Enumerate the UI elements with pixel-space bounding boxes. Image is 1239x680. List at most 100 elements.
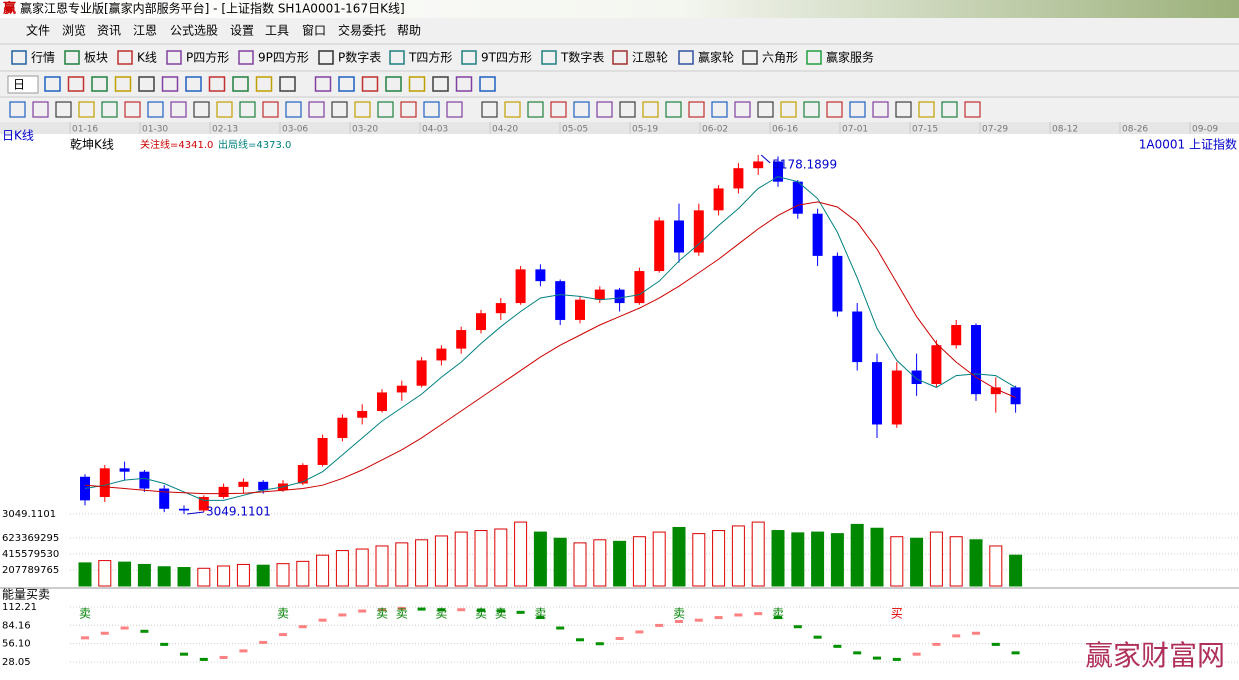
tool-icon[interactable] [361, 76, 379, 92]
tool-icon[interactable] [32, 101, 49, 118]
toolbar-icon[interactable] [318, 50, 334, 65]
tool-icon[interactable] [780, 101, 797, 118]
tool-icon[interactable] [78, 101, 95, 118]
tool-icon[interactable] [185, 76, 202, 92]
tool-icon[interactable] [688, 101, 705, 118]
toolbar-icon[interactable] [742, 50, 758, 65]
tool-icon[interactable] [455, 76, 473, 92]
toolbar-icon[interactable] [678, 50, 694, 65]
tool-icon[interactable] [44, 76, 61, 92]
toolbar-icon[interactable] [612, 50, 628, 65]
toolbar-icon[interactable] [238, 50, 254, 65]
menu-item[interactable]: 帮助 [397, 24, 421, 38]
toolbar-icon[interactable] [64, 50, 80, 65]
tool-icon[interactable] [279, 76, 296, 92]
toolbar-button[interactable]: 赢家轮 [698, 50, 734, 65]
tool-icon[interactable] [400, 101, 417, 118]
tool-icon[interactable] [331, 101, 348, 118]
tool-icon[interactable] [377, 101, 394, 118]
tool-icon[interactable] [423, 101, 440, 118]
tool-icon[interactable] [479, 76, 496, 92]
toolbar-icon[interactable] [166, 50, 182, 65]
tool-icon[interactable] [642, 101, 659, 118]
tool-icon[interactable] [147, 101, 164, 118]
tool-icon[interactable] [757, 101, 774, 118]
toolbar-icon[interactable] [389, 50, 405, 65]
tool-icon[interactable] [114, 76, 132, 92]
tool-icon[interactable] [665, 101, 682, 118]
tool-icon[interactable] [432, 76, 449, 92]
toolbar-button[interactable]: 板块 [84, 51, 108, 65]
toolbar-icon[interactable] [806, 50, 822, 65]
tool-icon[interactable] [918, 101, 935, 118]
toolbar-icon[interactable] [461, 50, 477, 65]
tool-icon[interactable] [255, 76, 273, 92]
tool-icon[interactable] [9, 101, 26, 118]
tool-icon[interactable] [596, 101, 613, 118]
tool-icon[interactable] [527, 101, 544, 118]
period-select-text[interactable]: 日 [13, 78, 25, 92]
tool-icon[interactable] [232, 76, 249, 92]
tool-icon[interactable] [849, 101, 866, 118]
toolbar-button[interactable]: 行情 [31, 51, 55, 65]
tool-icon[interactable] [338, 76, 355, 92]
tool-icon[interactable] [895, 101, 912, 118]
low-label: 3049.1101 [206, 504, 271, 518]
toolbar-button[interactable]: T数字表 [560, 50, 604, 65]
toolbar-icon[interactable] [541, 50, 557, 65]
tool-icon[interactable] [408, 76, 426, 92]
tool-icon[interactable] [138, 76, 155, 92]
menu-item[interactable]: 交易委托 [338, 23, 386, 38]
menu-item[interactable]: 工具 [265, 24, 289, 38]
tool-icon[interactable] [193, 101, 210, 118]
tool-icon[interactable] [550, 101, 567, 118]
tool-icon[interactable] [314, 76, 332, 92]
menu-item[interactable]: 公式选股 [170, 24, 218, 38]
period-select[interactable] [7, 75, 39, 94]
tool-icon[interactable] [285, 101, 302, 118]
tool-icon[interactable] [711, 101, 728, 118]
tool-icon[interactable] [91, 76, 108, 92]
tool-icon[interactable] [308, 101, 325, 118]
tool-icon[interactable] [101, 101, 118, 118]
toolbar-button[interactable]: 赢家服务 [826, 50, 874, 65]
tool-icon[interactable] [208, 76, 226, 92]
toolbar-button[interactable]: 9P四方形 [258, 50, 309, 65]
tool-icon[interactable] [734, 101, 751, 118]
tool-icon[interactable] [216, 101, 233, 118]
toolbar-button[interactable]: 9T四方形 [481, 50, 532, 65]
tool-icon[interactable] [964, 101, 981, 118]
tool-icon[interactable] [573, 101, 590, 118]
tool-icon[interactable] [385, 76, 402, 92]
tool-icon[interactable] [67, 76, 85, 92]
menu-item[interactable]: 江恩 [133, 24, 157, 38]
tool-icon[interactable] [161, 76, 179, 92]
tool-icon[interactable] [803, 101, 820, 118]
tool-icon[interactable] [55, 101, 72, 118]
toolbar-button[interactable]: K线 [137, 51, 157, 65]
toolbar-icon[interactable] [11, 50, 27, 65]
toolbar-button[interactable]: 江恩轮 [632, 51, 668, 65]
toolbar-button[interactable]: P四方形 [186, 50, 229, 65]
toolbar-icon[interactable] [117, 50, 133, 65]
tool-icon[interactable] [170, 101, 187, 118]
toolbar-button[interactable]: P数字表 [338, 50, 381, 65]
tool-icon[interactable] [826, 101, 843, 118]
tool-icon[interactable] [619, 101, 636, 118]
tool-icon[interactable] [354, 101, 371, 118]
tool-icon[interactable] [872, 101, 889, 118]
tool-icon[interactable] [239, 101, 256, 118]
toolbar-button[interactable]: T四方形 [408, 50, 452, 65]
tool-icon[interactable] [262, 101, 279, 118]
tool-icon[interactable] [481, 101, 498, 118]
menu-item[interactable]: 设置 [230, 24, 254, 38]
menu-item[interactable]: 文件 [26, 23, 50, 38]
menu-item[interactable]: 浏览 [62, 23, 86, 38]
tool-icon[interactable] [504, 101, 521, 118]
tool-icon[interactable] [124, 101, 141, 118]
menu-item[interactable]: 资讯 [97, 24, 121, 38]
menu-item[interactable]: 窗口 [302, 24, 326, 38]
toolbar-button[interactable]: 六角形 [762, 51, 798, 65]
tool-icon[interactable] [941, 101, 958, 118]
tool-icon[interactable] [446, 101, 463, 118]
